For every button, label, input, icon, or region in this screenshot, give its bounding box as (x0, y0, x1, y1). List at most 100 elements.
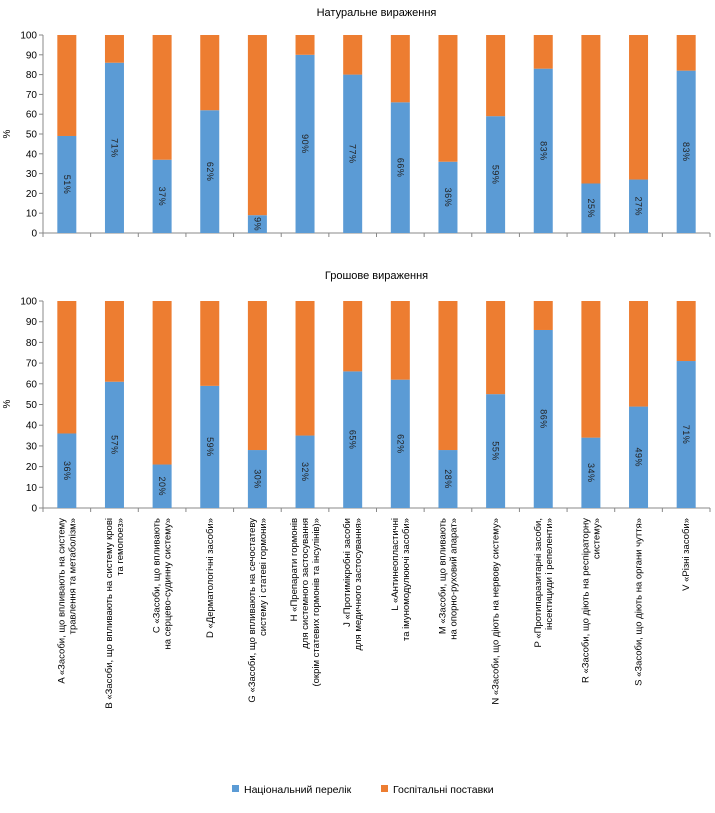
bar-hospital (152, 35, 172, 160)
bar-hospital (676, 35, 696, 71)
bar-hospital (295, 301, 315, 436)
category-label: N «Засоби, що діють на нервову систему» (491, 518, 502, 705)
bar-hospital (629, 301, 649, 407)
category-label: V «Різні засоби» (681, 518, 692, 591)
y-tick-label: 30 (26, 169, 38, 180)
bar-national (295, 54, 315, 233)
bar-hospital (200, 35, 220, 111)
bar-national (200, 110, 220, 233)
bar-data-label: 27% (634, 197, 644, 217)
bar-hospital (390, 35, 410, 103)
bar-data-label: 36% (62, 461, 72, 481)
y-tick-label: 90 (26, 317, 38, 328)
bar-data-label: 37% (157, 187, 167, 207)
bar-national (247, 215, 267, 233)
bar-hospital (581, 35, 601, 184)
category-label: C «Засоби, що впливають (152, 518, 163, 633)
bar-national (676, 361, 696, 508)
bar-national (533, 329, 553, 508)
bar-national (533, 68, 553, 233)
bar-national (104, 62, 124, 233)
category-axis-labels: A «Засоби, що впливають на систему травле… (56, 518, 692, 709)
bar-national (247, 450, 267, 508)
y-tick-label: 20 (26, 462, 38, 473)
bar-data-label: 59% (491, 165, 501, 185)
bar-hospital (533, 35, 553, 69)
bar-data-label: 62% (205, 162, 215, 182)
bar-hospital (200, 301, 220, 386)
category-label: P «Протипаразитарні засоби, (533, 518, 544, 647)
bar-national (200, 385, 220, 508)
bar-hospital (676, 301, 696, 362)
bar-data-label: 71% (109, 138, 119, 158)
bar-national (295, 435, 315, 508)
bar-national (438, 450, 458, 508)
bar-national (629, 179, 649, 233)
bar-national (152, 464, 172, 508)
y-tick-label: 40 (26, 421, 38, 432)
y-tick-label: 50 (26, 400, 38, 411)
category-label: A «Засоби, що впливають на систему (56, 518, 67, 684)
legend: Національний перелік Госпітальні поставк… (232, 784, 494, 796)
bar-national (390, 102, 410, 233)
category-label: H «Препарати гормонів (289, 518, 300, 621)
bar-hospital (343, 301, 363, 372)
bar-data-label: 49% (634, 448, 644, 468)
y-tick-label: 80 (26, 70, 38, 81)
y-tick-label: 70 (26, 359, 38, 370)
bar-data-label: 57% (109, 435, 119, 455)
bar-national (343, 74, 363, 233)
legend-label-national: Національний перелік (244, 784, 352, 796)
bar-data-label: 59% (205, 437, 215, 457)
category-label: та гемопоез» (115, 518, 126, 576)
bar-hospital (390, 301, 410, 380)
bar-hospital (247, 301, 267, 451)
monetary-chart-panel: Грошове вираження% 0 10 20 30 40 50 60 70 80 90 100… (2, 270, 711, 515)
bar-data-label: 90% (300, 134, 310, 154)
bar-data-label: 77% (348, 144, 358, 164)
y-tick-label: 40 (26, 149, 38, 160)
bar-hospital (343, 35, 363, 75)
bar-national (581, 437, 601, 508)
bar-data-label: 55% (491, 441, 501, 461)
bar-data-label: 51% (62, 175, 72, 195)
bar-hospital (438, 301, 458, 451)
category-label: для системного застосування (300, 518, 311, 649)
natural-chart-panel: Натуральне вираження% 0 10 20 30 40 50 60 70 80 90… (2, 7, 711, 240)
bar-hospital (486, 35, 506, 117)
bar-hospital (152, 301, 172, 465)
y-tick-label: 0 (31, 229, 37, 240)
y-tick-label: 60 (26, 110, 38, 121)
bar-national (581, 183, 601, 233)
category-label: для медичного застосування» (353, 518, 364, 651)
category-label: на опорно-руховий апарат» (448, 518, 459, 640)
legend-label-hospital: Госпітальні поставки (393, 784, 494, 796)
bar-national (57, 135, 77, 233)
bar-data-label: 25% (586, 198, 596, 218)
category-label: травлення та метаболізм» (67, 518, 78, 634)
category-label: L «Антинеопластичні (390, 518, 401, 611)
bar-national (676, 70, 696, 233)
bar-national (629, 406, 649, 508)
bar-national (486, 116, 506, 233)
bar-hospital (57, 35, 77, 136)
category-label: на серцево-судинну систему» (163, 518, 174, 650)
bar-data-label: 71% (681, 425, 691, 445)
bar-hospital (247, 35, 267, 216)
bar-data-label: 66% (395, 158, 405, 178)
bar-national (390, 379, 410, 508)
y-tick-label: 60 (26, 379, 38, 390)
bar-hospital (581, 301, 601, 438)
y-tick-label: 30 (26, 441, 38, 452)
bar-data-label: 36% (443, 188, 453, 208)
y-axis-title: % (2, 399, 13, 408)
bar-national (152, 159, 172, 233)
bar-national (486, 394, 506, 508)
y-axis-title: % (2, 129, 13, 138)
bar-hospital (629, 35, 649, 180)
bar-data-label: 30% (252, 469, 262, 489)
chart-title: Грошове вираження (325, 270, 428, 282)
y-tick-label: 50 (26, 130, 38, 141)
